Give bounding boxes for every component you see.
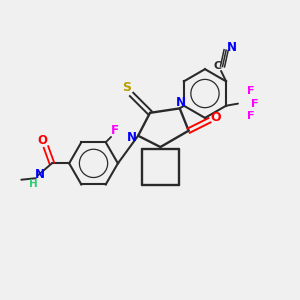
Text: F: F (247, 111, 254, 121)
Text: F: F (250, 99, 258, 109)
Text: N: N (35, 168, 45, 181)
Text: N: N (127, 131, 136, 144)
Text: N: N (226, 41, 236, 54)
Text: O: O (211, 111, 221, 124)
Text: O: O (38, 134, 47, 147)
Text: N: N (176, 96, 186, 109)
Text: C: C (213, 61, 221, 71)
Text: F: F (111, 124, 119, 137)
Text: S: S (122, 81, 131, 94)
Text: F: F (247, 86, 254, 96)
Text: H: H (29, 178, 38, 189)
